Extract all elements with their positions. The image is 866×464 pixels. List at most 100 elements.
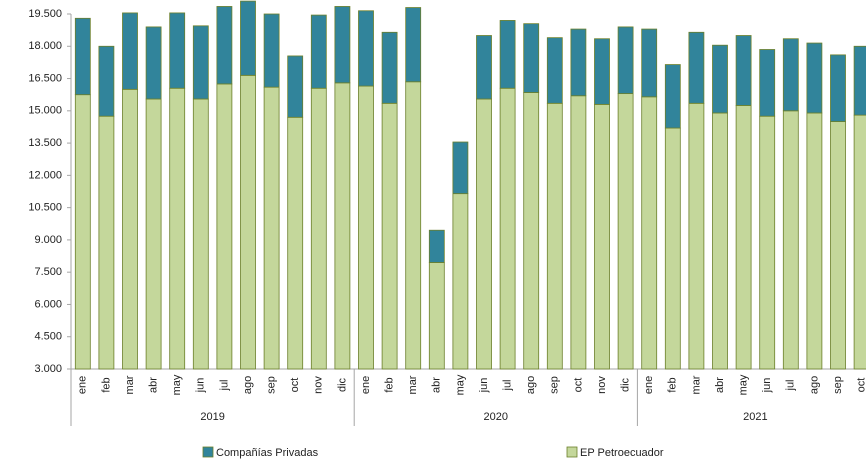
legend-label: Compañías Privadas bbox=[216, 447, 319, 459]
bar-segment bbox=[358, 85, 374, 370]
x-tick-label: oct bbox=[856, 378, 866, 393]
legend-swatch bbox=[566, 446, 578, 458]
y-tick-label: 13.500 bbox=[28, 137, 62, 149]
y-tick-label: 12.000 bbox=[28, 169, 62, 181]
bar-segment bbox=[122, 88, 138, 370]
x-tick-label: ago bbox=[525, 376, 537, 394]
x-tick-label: jul bbox=[785, 379, 797, 391]
x-tick-label: dic bbox=[336, 377, 348, 392]
bar-segment bbox=[287, 55, 304, 118]
bar-segment bbox=[98, 115, 115, 370]
bar-segment bbox=[452, 141, 469, 195]
bar-segment bbox=[334, 82, 351, 370]
x-tick-label: mar bbox=[124, 375, 136, 394]
x-tick-label: mar bbox=[690, 375, 702, 394]
x-tick-label: feb bbox=[384, 377, 396, 392]
bar-segment bbox=[617, 26, 634, 95]
bar-segment bbox=[499, 20, 516, 89]
bar-segment bbox=[499, 87, 516, 370]
bar-segment bbox=[853, 114, 866, 370]
group-label: 2021 bbox=[743, 411, 767, 423]
bar-segment bbox=[523, 23, 540, 93]
bar-segment bbox=[806, 112, 823, 370]
bar-segment bbox=[216, 83, 233, 370]
bar-segment bbox=[169, 87, 186, 370]
bar-segment bbox=[192, 98, 209, 370]
y-tick-label: 9.000 bbox=[34, 234, 62, 246]
x-tick-label: jun bbox=[195, 378, 207, 394]
x-tick-label: sep bbox=[549, 376, 561, 394]
bar-segment bbox=[98, 45, 115, 117]
x-tick-label: jun bbox=[478, 378, 490, 394]
bar-segment bbox=[759, 115, 776, 370]
bar-segment bbox=[74, 17, 91, 96]
y-tick-label: 3.000 bbox=[34, 363, 62, 375]
x-tick-label: jun bbox=[761, 378, 773, 394]
bar-segment bbox=[310, 14, 327, 89]
y-tick-label: 7.500 bbox=[34, 266, 62, 278]
x-tick-label: oct bbox=[289, 378, 301, 393]
x-tick-label: oct bbox=[572, 378, 584, 393]
legend-swatch bbox=[202, 446, 214, 458]
bar-segment bbox=[735, 35, 752, 106]
x-tick-label: may bbox=[454, 374, 466, 395]
bar-segment bbox=[782, 38, 799, 112]
y-tick-label: 16.500 bbox=[28, 72, 62, 84]
x-tick-label: mar bbox=[407, 375, 419, 394]
bar-segment bbox=[712, 44, 728, 114]
bar-segment bbox=[782, 110, 799, 370]
y-tick-label: 19.500 bbox=[28, 8, 62, 20]
group-label: 2020 bbox=[484, 411, 508, 423]
bar-segment bbox=[169, 12, 186, 89]
x-tick-label: ene bbox=[643, 376, 655, 394]
bar-segment bbox=[523, 92, 540, 370]
x-tick-label: may bbox=[171, 374, 183, 395]
bar-segment bbox=[263, 86, 280, 370]
bar-segment bbox=[570, 95, 587, 370]
x-tick-label: sep bbox=[832, 376, 844, 394]
bar-segment bbox=[428, 262, 445, 370]
bar-segment bbox=[735, 105, 752, 370]
bar-segment bbox=[570, 28, 587, 97]
y-tick-label: 6.000 bbox=[34, 298, 62, 310]
x-tick-label: jul bbox=[502, 379, 514, 391]
bar-segment bbox=[358, 10, 374, 87]
bar-segment bbox=[688, 102, 705, 370]
bar-segment bbox=[664, 127, 681, 370]
y-tick-label: 18.000 bbox=[28, 40, 62, 52]
x-tick-label: jul bbox=[218, 379, 230, 391]
bar-segment bbox=[853, 45, 866, 116]
x-tick-label: sep bbox=[266, 376, 278, 394]
x-tick-label: abr bbox=[431, 377, 443, 393]
bar-segment bbox=[334, 6, 351, 84]
bar-segment bbox=[216, 6, 233, 85]
y-tick-label: 15.000 bbox=[28, 105, 62, 117]
x-tick-label: abr bbox=[714, 377, 726, 393]
bar-segment bbox=[594, 38, 610, 105]
bar-segment bbox=[240, 0, 256, 76]
bar-segment bbox=[759, 49, 776, 117]
x-tick-label: nov bbox=[596, 376, 608, 394]
group-label: 2019 bbox=[200, 411, 224, 423]
bar-segment bbox=[310, 87, 327, 370]
y-tick-label: 4.500 bbox=[34, 331, 62, 343]
x-tick-label: dic bbox=[620, 377, 632, 392]
x-tick-label: ene bbox=[77, 376, 89, 394]
bar-segment bbox=[546, 102, 563, 370]
x-tick-label: ago bbox=[808, 376, 820, 394]
bar-segment bbox=[641, 28, 658, 98]
bar-segment bbox=[712, 112, 728, 370]
bar-segment bbox=[594, 103, 610, 370]
bar-segment bbox=[830, 121, 846, 370]
bar-segment bbox=[664, 64, 681, 129]
bar-segment bbox=[74, 94, 91, 370]
bar-segment bbox=[476, 98, 492, 370]
bar-segment bbox=[405, 81, 422, 370]
bar-segment bbox=[688, 31, 705, 104]
bar-segment bbox=[145, 26, 162, 100]
bar-segment bbox=[806, 42, 823, 114]
x-tick-label: feb bbox=[667, 377, 679, 392]
bar-segment bbox=[192, 25, 209, 100]
x-tick-label: ago bbox=[242, 376, 254, 394]
